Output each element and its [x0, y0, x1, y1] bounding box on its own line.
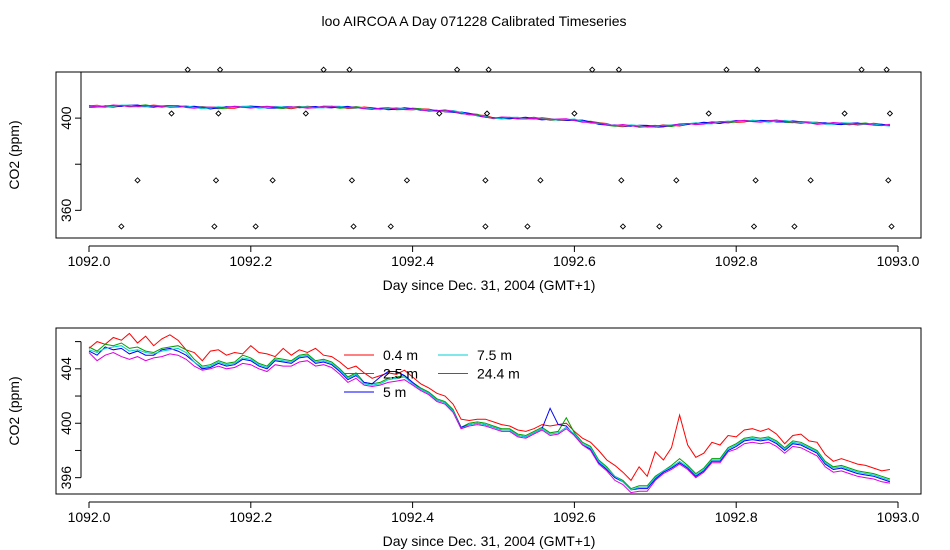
- diamond-marker: [723, 66, 730, 73]
- diamond-marker: [807, 177, 814, 184]
- top-markers: [118, 66, 895, 230]
- top-y-axis: 360 400: [58, 71, 82, 222]
- top-y-tick-label: 360: [58, 198, 74, 222]
- bottom-x-tick-label: 1092.2: [229, 509, 272, 525]
- diamond-marker: [252, 223, 259, 230]
- diamond-marker: [886, 110, 894, 117]
- figure-title: loo AIRCOA A Day 071228 Calibrated Times…: [321, 13, 626, 29]
- diamond-marker: [346, 66, 353, 73]
- bottom-x-axis-label: Day since Dec. 31, 2004 (GMT+1): [383, 533, 596, 549]
- bottom-y-tick-label: 404: [58, 357, 74, 381]
- diamond-marker: [269, 177, 276, 184]
- diamond-marker: [216, 66, 224, 73]
- top-series-lines: [88, 104, 890, 128]
- diamond-marker: [524, 223, 531, 230]
- diamond-marker: [885, 177, 892, 184]
- top-x-axis-label: Day since Dec. 31, 2004 (GMT+1): [383, 277, 596, 293]
- top-x-tick-label: 1092.8: [715, 253, 758, 269]
- diamond-marker: [750, 223, 758, 230]
- diamond-marker: [403, 177, 411, 184]
- diamond-marker: [537, 177, 544, 184]
- diamond-marker: [752, 177, 759, 184]
- diamond-marker: [483, 110, 491, 117]
- top-x-tick-label: 1092.2: [229, 253, 272, 269]
- diamond-marker: [134, 177, 141, 184]
- diamond-marker: [350, 223, 357, 230]
- legend: 0.4 m 2.5 m 5 m 7.5 m 24.4 m: [344, 347, 520, 400]
- top-y-tick-label: 400: [58, 106, 74, 130]
- diamond-marker: [571, 110, 578, 117]
- top-x-tick-label: 1093.0: [877, 253, 920, 269]
- top-x-tick-label: 1092.4: [391, 253, 434, 269]
- top-x-tick-label: 1092.0: [68, 253, 111, 269]
- diamond-marker: [453, 66, 461, 73]
- series-line-0-4-m: [88, 332, 890, 482]
- legend-label: 2.5 m: [383, 366, 418, 382]
- diamond-marker: [302, 110, 309, 117]
- diamond-marker: [118, 223, 125, 230]
- diamond-marker: [482, 177, 489, 184]
- bottom-x-axis: 1092.0 1092.2 1092.4 1092.6 1092.8 1093.0: [68, 501, 920, 525]
- diamond-marker: [841, 110, 848, 117]
- top-plot-frame: [55, 71, 922, 239]
- bottom-y-axis-label: CO2 (ppm): [6, 376, 22, 445]
- bottom-y-axis: 396 400 404: [58, 341, 82, 490]
- legend-label: 0.4 m: [383, 347, 418, 363]
- legend-label: 7.5 m: [477, 347, 512, 363]
- diamond-marker: [348, 177, 356, 184]
- diamond-marker: [888, 223, 895, 230]
- top-panel: 1092.0 1092.2 1092.4 1092.6 1092.8 1093.0 360…: [6, 66, 922, 293]
- top-series-line: [88, 104, 890, 128]
- diamond-marker: [436, 110, 443, 117]
- bottom-panel: 1092.0 1092.2 1092.4 1092.6 1092.8 1093.0 396…: [6, 327, 922, 549]
- diamond-marker: [387, 223, 394, 230]
- top-y-axis-label: CO2 (ppm): [6, 120, 22, 189]
- bottom-y-tick-label: 400: [58, 411, 74, 435]
- bottom-x-tick-label: 1092.0: [68, 509, 111, 525]
- diamond-marker: [619, 223, 627, 230]
- series-line-24-4-m: [88, 351, 890, 494]
- bottom-x-tick-label: 1092.8: [715, 509, 758, 525]
- top-x-axis: 1092.0 1092.2 1092.4 1092.6 1092.8 1093.0: [68, 245, 920, 269]
- diamond-marker: [791, 223, 798, 230]
- bottom-x-tick-label: 1092.6: [553, 509, 596, 525]
- bottom-x-tick-label: 1092.4: [391, 509, 434, 525]
- bottom-x-tick-label: 1093.0: [877, 509, 920, 525]
- diamond-marker: [320, 66, 327, 73]
- diamond-marker: [482, 223, 489, 230]
- diamond-marker: [615, 66, 623, 73]
- diamond-marker: [705, 110, 712, 117]
- diamond-marker: [754, 66, 761, 73]
- bottom-y-tick-label: 396: [58, 466, 74, 490]
- series-line-7-5-m: [88, 345, 891, 491]
- diamond-marker: [184, 66, 191, 73]
- bottom-plot-frame: [55, 327, 922, 495]
- diamond-marker: [212, 177, 220, 184]
- diamond-marker: [673, 177, 680, 184]
- diamond-marker: [589, 66, 596, 73]
- diamond-marker: [656, 223, 663, 230]
- diamond-marker: [215, 110, 222, 117]
- diamond-marker: [858, 66, 865, 73]
- diamond-marker: [883, 66, 890, 73]
- diamond-marker: [211, 223, 218, 230]
- series-line-2-5-m: [88, 342, 891, 490]
- top-x-tick-label: 1092.6: [553, 253, 596, 269]
- bottom-series-lines: [88, 332, 891, 494]
- legend-label: 24.4 m: [477, 366, 520, 382]
- diamond-marker: [168, 110, 175, 117]
- legend-label: 5 m: [383, 384, 406, 400]
- diamond-marker: [618, 177, 625, 184]
- diamond-marker: [485, 66, 492, 73]
